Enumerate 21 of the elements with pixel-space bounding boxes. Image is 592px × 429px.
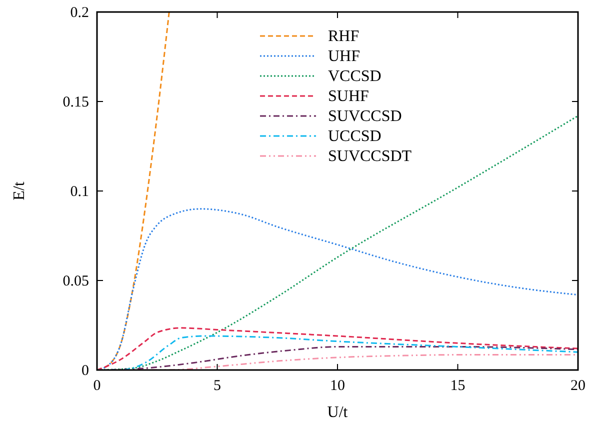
line-series [97, 327, 578, 370]
y-tick-label: 0.2 [70, 5, 89, 21]
x-tick-label: 0 [93, 378, 101, 394]
y-tick-label: 0 [82, 363, 89, 379]
legend-label: RHF [328, 28, 360, 45]
y-axis-title: E/t [11, 181, 28, 200]
legend-label: SUVCCSD [328, 108, 402, 125]
y-tick-label: 0.1 [70, 184, 89, 200]
legend-label: SUVCCSDT [328, 148, 412, 165]
x-tick-label: 15 [450, 378, 466, 394]
line-series [97, 346, 578, 370]
x-tick-label: 10 [330, 378, 345, 394]
legend-label: SUHF [328, 88, 370, 105]
legend-label: UCCSD [328, 128, 382, 145]
x-tick-label: 20 [570, 378, 586, 394]
y-tick-label: 0.05 [62, 274, 89, 290]
legend-label: VCCSD [328, 68, 382, 85]
x-axis-title: U/t [327, 404, 348, 421]
legend-label: UHF [328, 48, 360, 65]
x-tick-label: 5 [214, 378, 221, 394]
y-tick-label: 0.15 [62, 94, 89, 110]
